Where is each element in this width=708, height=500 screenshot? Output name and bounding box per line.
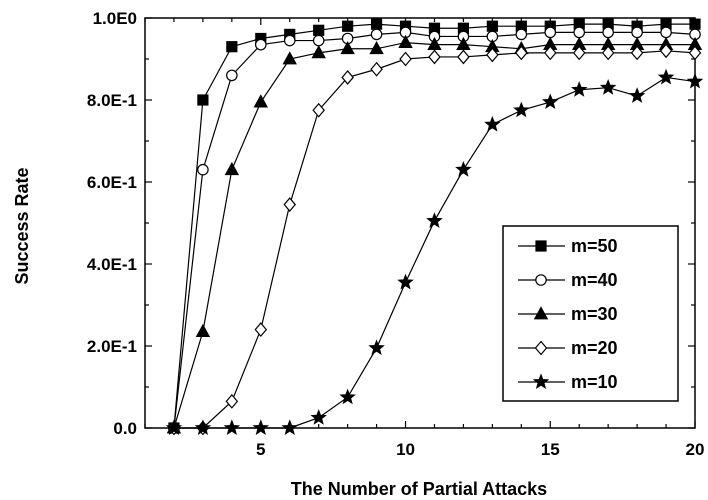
data-point [426, 212, 443, 228]
data-point [686, 72, 704, 89]
data-point [515, 45, 528, 61]
legend-label: m=50 [571, 236, 618, 256]
legend-marker [532, 373, 550, 390]
data-point [339, 388, 356, 405]
data-point [195, 323, 211, 338]
data-point [630, 45, 644, 61]
data-point [342, 20, 354, 32]
data-point [368, 339, 385, 356]
data-point [657, 68, 675, 85]
data-point [197, 94, 209, 106]
y-axis-title: Success Rate [12, 167, 32, 284]
y-tick-label: 6.0E-1 [87, 173, 137, 192]
y-tick-label: 0.0 [113, 419, 137, 438]
tick-layer: 5 10 15 20 0.0 2.0E-1 4.0E-1 6.0E-1 8.0E-1 1.0E0 [87, 9, 705, 459]
data-point [370, 28, 383, 41]
legend: m=50 m=40 m=30 m=20 m=10 [502, 225, 679, 402]
data-point [226, 69, 238, 82]
y-tick-label: 2.0E-1 [87, 337, 137, 356]
x-tick-label: 10 [396, 440, 415, 459]
data-point [628, 87, 646, 103]
data-point [631, 26, 643, 39]
data-point [254, 38, 267, 51]
y-tick-label: 1.0E0 [93, 9, 137, 28]
series-m=20 [167, 43, 702, 436]
data-point [310, 409, 327, 425]
legend-marker [535, 274, 547, 286]
data-point [398, 34, 413, 49]
data-point [340, 41, 355, 55]
data-point [543, 45, 557, 61]
data-point [457, 49, 470, 65]
data-point [544, 26, 557, 39]
data-point [283, 197, 297, 212]
data-point [486, 20, 498, 32]
data-point [226, 41, 238, 53]
data-point [570, 81, 588, 97]
data-point [312, 34, 325, 47]
y-tick-label: 8.0E-1 [87, 91, 137, 110]
data-point [282, 51, 297, 65]
legend-marker [534, 340, 548, 356]
data-point [283, 34, 296, 47]
y-tick-label: 4.0E-1 [87, 255, 137, 274]
data-point [312, 102, 325, 118]
legend-label: m=30 [571, 304, 618, 324]
data-point [225, 393, 239, 409]
data-point [660, 26, 672, 39]
legend-label: m=10 [571, 372, 618, 392]
data-point [311, 45, 326, 59]
x-tick-label: 15 [541, 440, 560, 459]
data-point [659, 43, 673, 59]
data-point [542, 93, 559, 110]
x-axis-title: The Number of Partial Attacks [291, 479, 547, 499]
data-point [341, 70, 354, 85]
data-point [456, 36, 471, 51]
data-point [369, 41, 384, 55]
data-point [427, 36, 442, 51]
data-point [599, 79, 617, 95]
data-point [513, 101, 530, 118]
data-point [224, 161, 240, 176]
data-point [455, 161, 472, 177]
data-point [428, 49, 441, 65]
data-point [313, 24, 325, 36]
legend-label: m=40 [571, 270, 618, 290]
data-point [197, 163, 209, 176]
data-point [397, 273, 414, 290]
legend-marker [535, 240, 547, 252]
data-point [253, 94, 269, 108]
data-point [602, 26, 614, 39]
data-point [601, 45, 615, 61]
data-point [573, 26, 586, 39]
data-point [572, 45, 586, 61]
legend-marker [533, 306, 549, 320]
x-tick-label: 5 [256, 440, 265, 459]
data-point [486, 47, 499, 63]
data-point [370, 61, 383, 77]
data-point [484, 115, 501, 132]
data-point [254, 322, 268, 338]
data-point [399, 51, 412, 67]
data-point [515, 28, 528, 41]
x-tick-label: 20 [686, 440, 705, 459]
legend-label: m=20 [571, 338, 618, 358]
